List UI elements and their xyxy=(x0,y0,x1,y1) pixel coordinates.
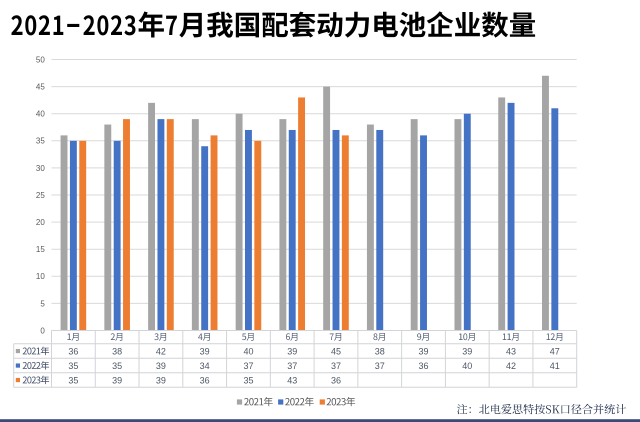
svg-text:50: 50 xyxy=(36,55,45,64)
svg-text:35: 35 xyxy=(68,375,78,385)
svg-text:36: 36 xyxy=(68,346,78,356)
svg-text:39: 39 xyxy=(462,346,472,356)
svg-text:45: 45 xyxy=(331,346,341,356)
svg-text:10: 10 xyxy=(36,272,45,281)
svg-text:42: 42 xyxy=(506,361,516,371)
svg-text:36: 36 xyxy=(200,375,210,385)
svg-text:39: 39 xyxy=(112,375,122,385)
svg-text:45: 45 xyxy=(36,83,45,92)
svg-text:35: 35 xyxy=(243,375,253,385)
svg-text:39: 39 xyxy=(156,375,166,385)
svg-text:39: 39 xyxy=(287,346,297,356)
svg-text:0: 0 xyxy=(40,326,45,335)
svg-text:43: 43 xyxy=(287,375,297,385)
svg-text:47: 47 xyxy=(550,346,560,356)
svg-text:40: 40 xyxy=(36,110,45,119)
svg-text:36: 36 xyxy=(419,361,429,371)
svg-text:39: 39 xyxy=(200,346,210,356)
svg-text:41: 41 xyxy=(550,361,560,371)
svg-text:39: 39 xyxy=(419,346,429,356)
svg-text:40: 40 xyxy=(243,346,253,356)
svg-text:15: 15 xyxy=(36,245,45,254)
svg-text:40: 40 xyxy=(462,361,472,371)
svg-text:35: 35 xyxy=(112,361,122,371)
svg-text:39: 39 xyxy=(156,361,166,371)
svg-text:37: 37 xyxy=(331,361,341,371)
svg-text:35: 35 xyxy=(68,361,78,371)
svg-text:37: 37 xyxy=(375,361,385,371)
svg-text:37: 37 xyxy=(243,361,253,371)
svg-text:42: 42 xyxy=(156,346,166,356)
svg-text:36: 36 xyxy=(331,375,341,385)
svg-text:5: 5 xyxy=(40,299,45,308)
svg-text:43: 43 xyxy=(506,346,516,356)
svg-text:30: 30 xyxy=(36,164,45,173)
svg-text:25: 25 xyxy=(36,191,45,200)
svg-text:38: 38 xyxy=(112,346,122,356)
svg-text:35: 35 xyxy=(36,137,45,146)
svg-text:38: 38 xyxy=(375,346,385,356)
svg-text:20: 20 xyxy=(36,218,45,227)
svg-text:37: 37 xyxy=(287,361,297,371)
svg-text:34: 34 xyxy=(200,361,210,371)
